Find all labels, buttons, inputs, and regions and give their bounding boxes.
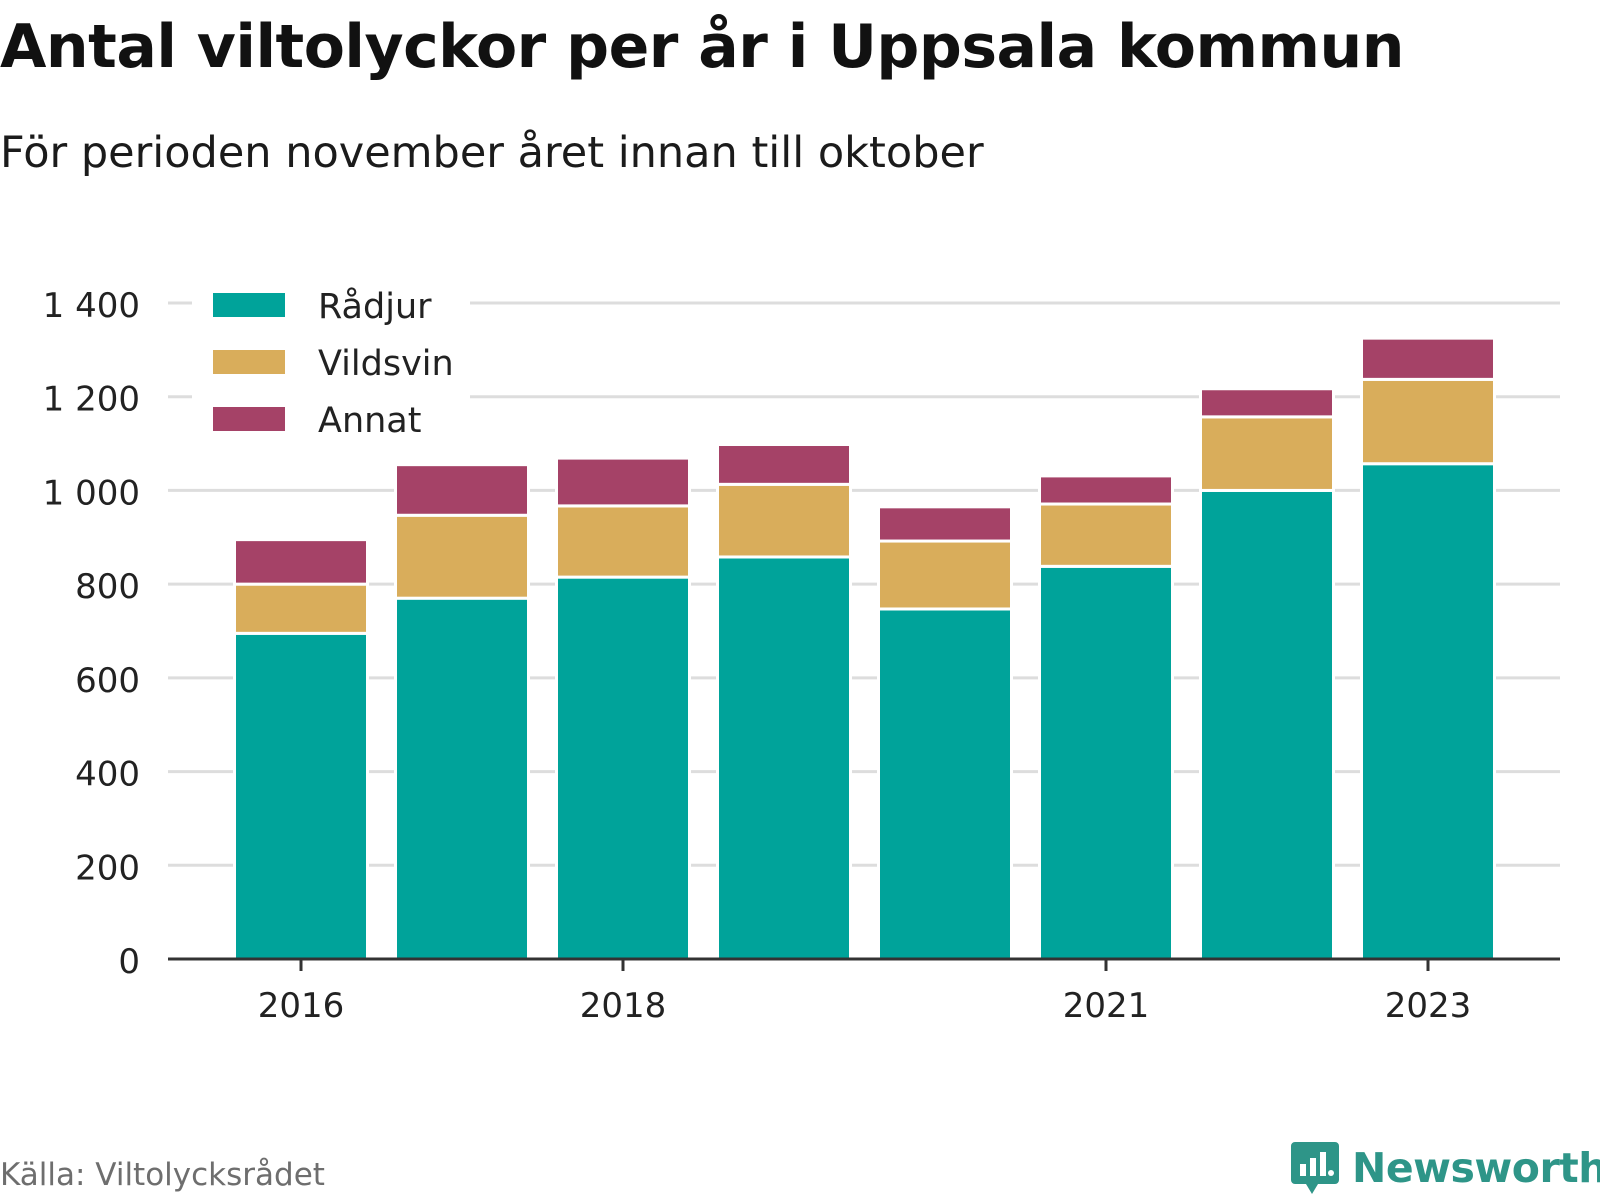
bar-vildsvin-2019 (716, 482, 852, 559)
legend-label-rådjur: Rådjur (318, 286, 432, 327)
y-tick-label: 0 (118, 942, 140, 982)
bar-vildsvin-2018 (555, 504, 691, 579)
bar-vildsvin-2021 (1038, 502, 1174, 568)
bar-annat-2016 (233, 538, 369, 586)
stacked-bar-chart: 0 200 400 600 800 1 000 1 200 1 400 2016 2018 2021… (42, 280, 1560, 1026)
chart-subtitle: För perioden november året innan till ok… (0, 128, 984, 178)
bar-rådjur-2023 (1360, 462, 1496, 961)
bar-rådjur-2017 (394, 596, 530, 961)
bar-rådjur-2020 (877, 607, 1013, 961)
bar-vildsvin-2016 (233, 582, 369, 635)
bar-rådjur-2022 (1199, 488, 1335, 961)
y-tick-label: 400 (75, 755, 140, 795)
bar-annat-2020 (877, 505, 1013, 543)
bar-vildsvin-2017 (394, 513, 530, 600)
bar-annat-2021 (1038, 474, 1174, 506)
bar-rådjur-2021 (1038, 564, 1174, 961)
bar-vildsvin-2022 (1199, 415, 1335, 492)
brand-name: Newsworthy (1352, 1144, 1600, 1192)
x-tick-label: 2016 (258, 986, 345, 1026)
bar-annat-2018 (555, 456, 691, 508)
x-tick-label: 2018 (580, 986, 667, 1026)
y-tick-label: 800 (75, 567, 140, 607)
x-tick-label: 2021 (1063, 986, 1150, 1026)
bar-annat-2017 (394, 463, 530, 517)
y-tick-label: 200 (75, 848, 140, 888)
brand: Newsworthy (1290, 1140, 1600, 1196)
source-note: Källa: Viltolycksrådet (0, 1157, 325, 1193)
bar-annat-2023 (1360, 336, 1496, 381)
bar-annat-2019 (716, 443, 852, 486)
bar-rådjur-2016 (233, 631, 369, 961)
legend-label-vildsvin: Vildsvin (318, 344, 454, 384)
legend-swatch-vildsvin (213, 350, 285, 374)
bar-vildsvin-2020 (877, 539, 1013, 611)
newsworthy-logo-icon (1291, 1142, 1339, 1194)
bar-rådjur-2019 (716, 555, 852, 961)
y-tick-label: 1 200 (43, 380, 140, 420)
chart-title: Antal viltolyckor per år i Uppsala kommu… (0, 12, 1404, 82)
bar-rådjur-2018 (555, 575, 691, 961)
bars (233, 336, 1496, 961)
bar-annat-2022 (1199, 387, 1335, 419)
y-tick-label: 1 000 (43, 473, 140, 513)
y-tick-label: 1 400 (43, 286, 140, 326)
axes: 0 200 400 600 800 1 000 1 200 1 400 2016 2018 2021… (43, 286, 1560, 1026)
legend-label-annat: Annat (318, 401, 421, 441)
legend-swatch-rådjur (213, 293, 285, 317)
legend-swatch-annat (213, 407, 285, 431)
x-tick-label: 2023 (1385, 986, 1472, 1026)
bar-vildsvin-2023 (1360, 377, 1496, 466)
legend: Rådjur Vildsvin Annat (192, 280, 470, 448)
y-tick-label: 600 (75, 661, 140, 701)
